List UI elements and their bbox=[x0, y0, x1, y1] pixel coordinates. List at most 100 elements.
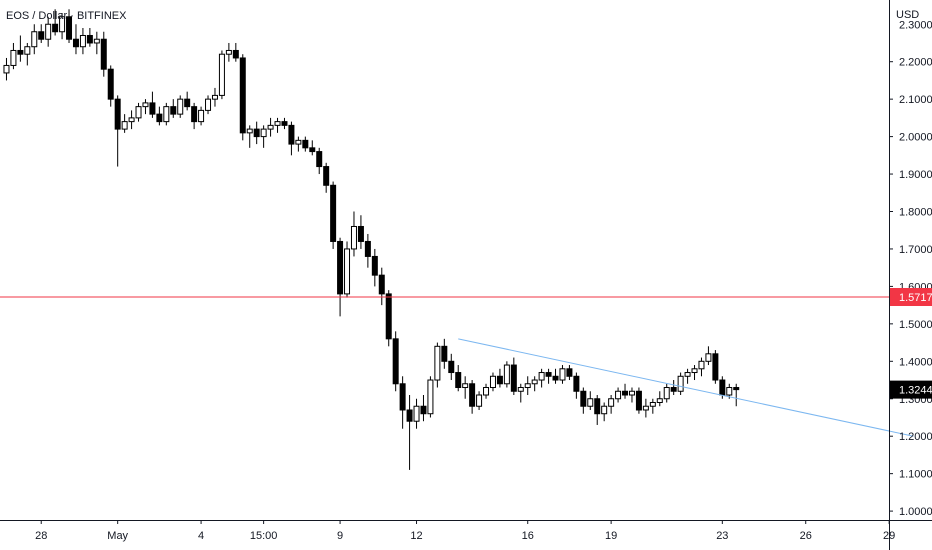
candle-body-down bbox=[469, 383, 476, 407]
candle bbox=[364, 233, 371, 268]
price-tick-label: 1.5000 bbox=[899, 319, 932, 331]
candle-body-down bbox=[371, 255, 378, 276]
candle bbox=[420, 395, 427, 422]
candle bbox=[149, 91, 156, 118]
candle-body-up bbox=[344, 248, 351, 295]
candle bbox=[503, 361, 510, 388]
lines-layer bbox=[0, 296, 914, 437]
candle-body-down bbox=[337, 240, 344, 295]
resistance-price-tag bbox=[890, 287, 932, 306]
candle bbox=[79, 27, 86, 55]
candle-body-up bbox=[121, 121, 128, 130]
candle bbox=[726, 383, 733, 399]
candle-body-down bbox=[232, 49, 239, 59]
candle bbox=[295, 136, 302, 152]
candle-body-up bbox=[698, 360, 705, 370]
candle bbox=[31, 24, 38, 55]
candle bbox=[684, 368, 691, 384]
candle bbox=[677, 372, 684, 396]
candle-body-down bbox=[406, 409, 413, 422]
candle-body-down bbox=[594, 398, 601, 415]
candle-body-down bbox=[323, 166, 330, 186]
candle bbox=[510, 357, 517, 396]
candle-body-up bbox=[260, 128, 267, 138]
candle bbox=[260, 125, 267, 148]
title-separator: · bbox=[70, 10, 77, 22]
candle-body-up bbox=[559, 368, 566, 381]
candle-body-up bbox=[142, 102, 149, 108]
candle-body-down bbox=[86, 34, 93, 44]
candle-body-down bbox=[399, 383, 406, 411]
candle bbox=[239, 54, 246, 141]
candle bbox=[628, 387, 635, 403]
candle-body-down bbox=[580, 390, 587, 407]
candle bbox=[538, 368, 545, 388]
candle bbox=[10, 42, 17, 70]
candle-body-down bbox=[510, 364, 517, 392]
time-tick-label: 19 bbox=[605, 530, 617, 542]
candle-body-down bbox=[100, 38, 107, 70]
candle-body-down bbox=[52, 23, 59, 33]
candle-body-down bbox=[635, 390, 642, 411]
candle-body-down bbox=[441, 345, 448, 362]
candle-body-up bbox=[726, 387, 733, 396]
candle bbox=[622, 383, 629, 399]
candle-body-down bbox=[72, 38, 79, 48]
price-tick-label: 2.1000 bbox=[899, 94, 932, 106]
candle-body-up bbox=[615, 390, 622, 400]
candle-body-down bbox=[378, 274, 385, 295]
candle bbox=[649, 398, 656, 414]
price-tick-label: 1.0000 bbox=[899, 506, 932, 518]
candle bbox=[462, 376, 469, 399]
candle bbox=[128, 110, 135, 130]
candle bbox=[337, 237, 344, 317]
candle-body-down bbox=[455, 372, 462, 389]
time-tick-label: 23 bbox=[716, 530, 728, 542]
candle-body-down bbox=[573, 375, 580, 392]
candle-body-down bbox=[364, 240, 371, 257]
time-tick-label: 4 bbox=[198, 530, 204, 542]
candle bbox=[274, 117, 281, 133]
candle bbox=[225, 42, 232, 62]
candle-body-up bbox=[246, 128, 253, 134]
candle-body-down bbox=[420, 405, 427, 415]
candle-body-down bbox=[239, 57, 246, 134]
candle bbox=[601, 402, 608, 422]
candle-body-down bbox=[330, 184, 337, 242]
currency-label: USD bbox=[896, 9, 919, 21]
candle-body-down bbox=[66, 16, 73, 40]
candle-body-down bbox=[191, 106, 198, 123]
candle-body-down bbox=[448, 360, 455, 374]
candle-body-up bbox=[601, 405, 608, 415]
candle bbox=[566, 365, 573, 381]
price-tick-label: 1.9000 bbox=[899, 169, 932, 181]
candle-body-up bbox=[3, 64, 10, 74]
candle-body-up bbox=[135, 106, 142, 119]
candle-body-up bbox=[350, 225, 357, 250]
candle-body-down bbox=[149, 102, 156, 115]
candle bbox=[177, 95, 184, 118]
time-tick-label: 28 bbox=[35, 530, 47, 542]
candle bbox=[59, 13, 66, 40]
candle bbox=[483, 383, 490, 399]
time-tick-label: 16 bbox=[522, 530, 534, 542]
candle-body-up bbox=[476, 394, 483, 407]
candle-body-up bbox=[649, 401, 656, 407]
candle bbox=[615, 387, 622, 403]
candle bbox=[211, 87, 218, 107]
candle bbox=[427, 376, 434, 418]
candle bbox=[371, 248, 378, 287]
candle-body-down bbox=[719, 379, 726, 396]
candle bbox=[142, 99, 149, 115]
candle-body-up bbox=[59, 16, 66, 33]
candle-body-up bbox=[295, 139, 302, 145]
candle-body-up bbox=[517, 387, 524, 392]
candle bbox=[517, 383, 524, 403]
candle bbox=[489, 372, 496, 392]
candle bbox=[392, 331, 399, 392]
candle-body-up bbox=[587, 398, 594, 407]
candle bbox=[323, 162, 330, 193]
candle bbox=[455, 365, 462, 392]
candle-body-up bbox=[663, 387, 670, 400]
